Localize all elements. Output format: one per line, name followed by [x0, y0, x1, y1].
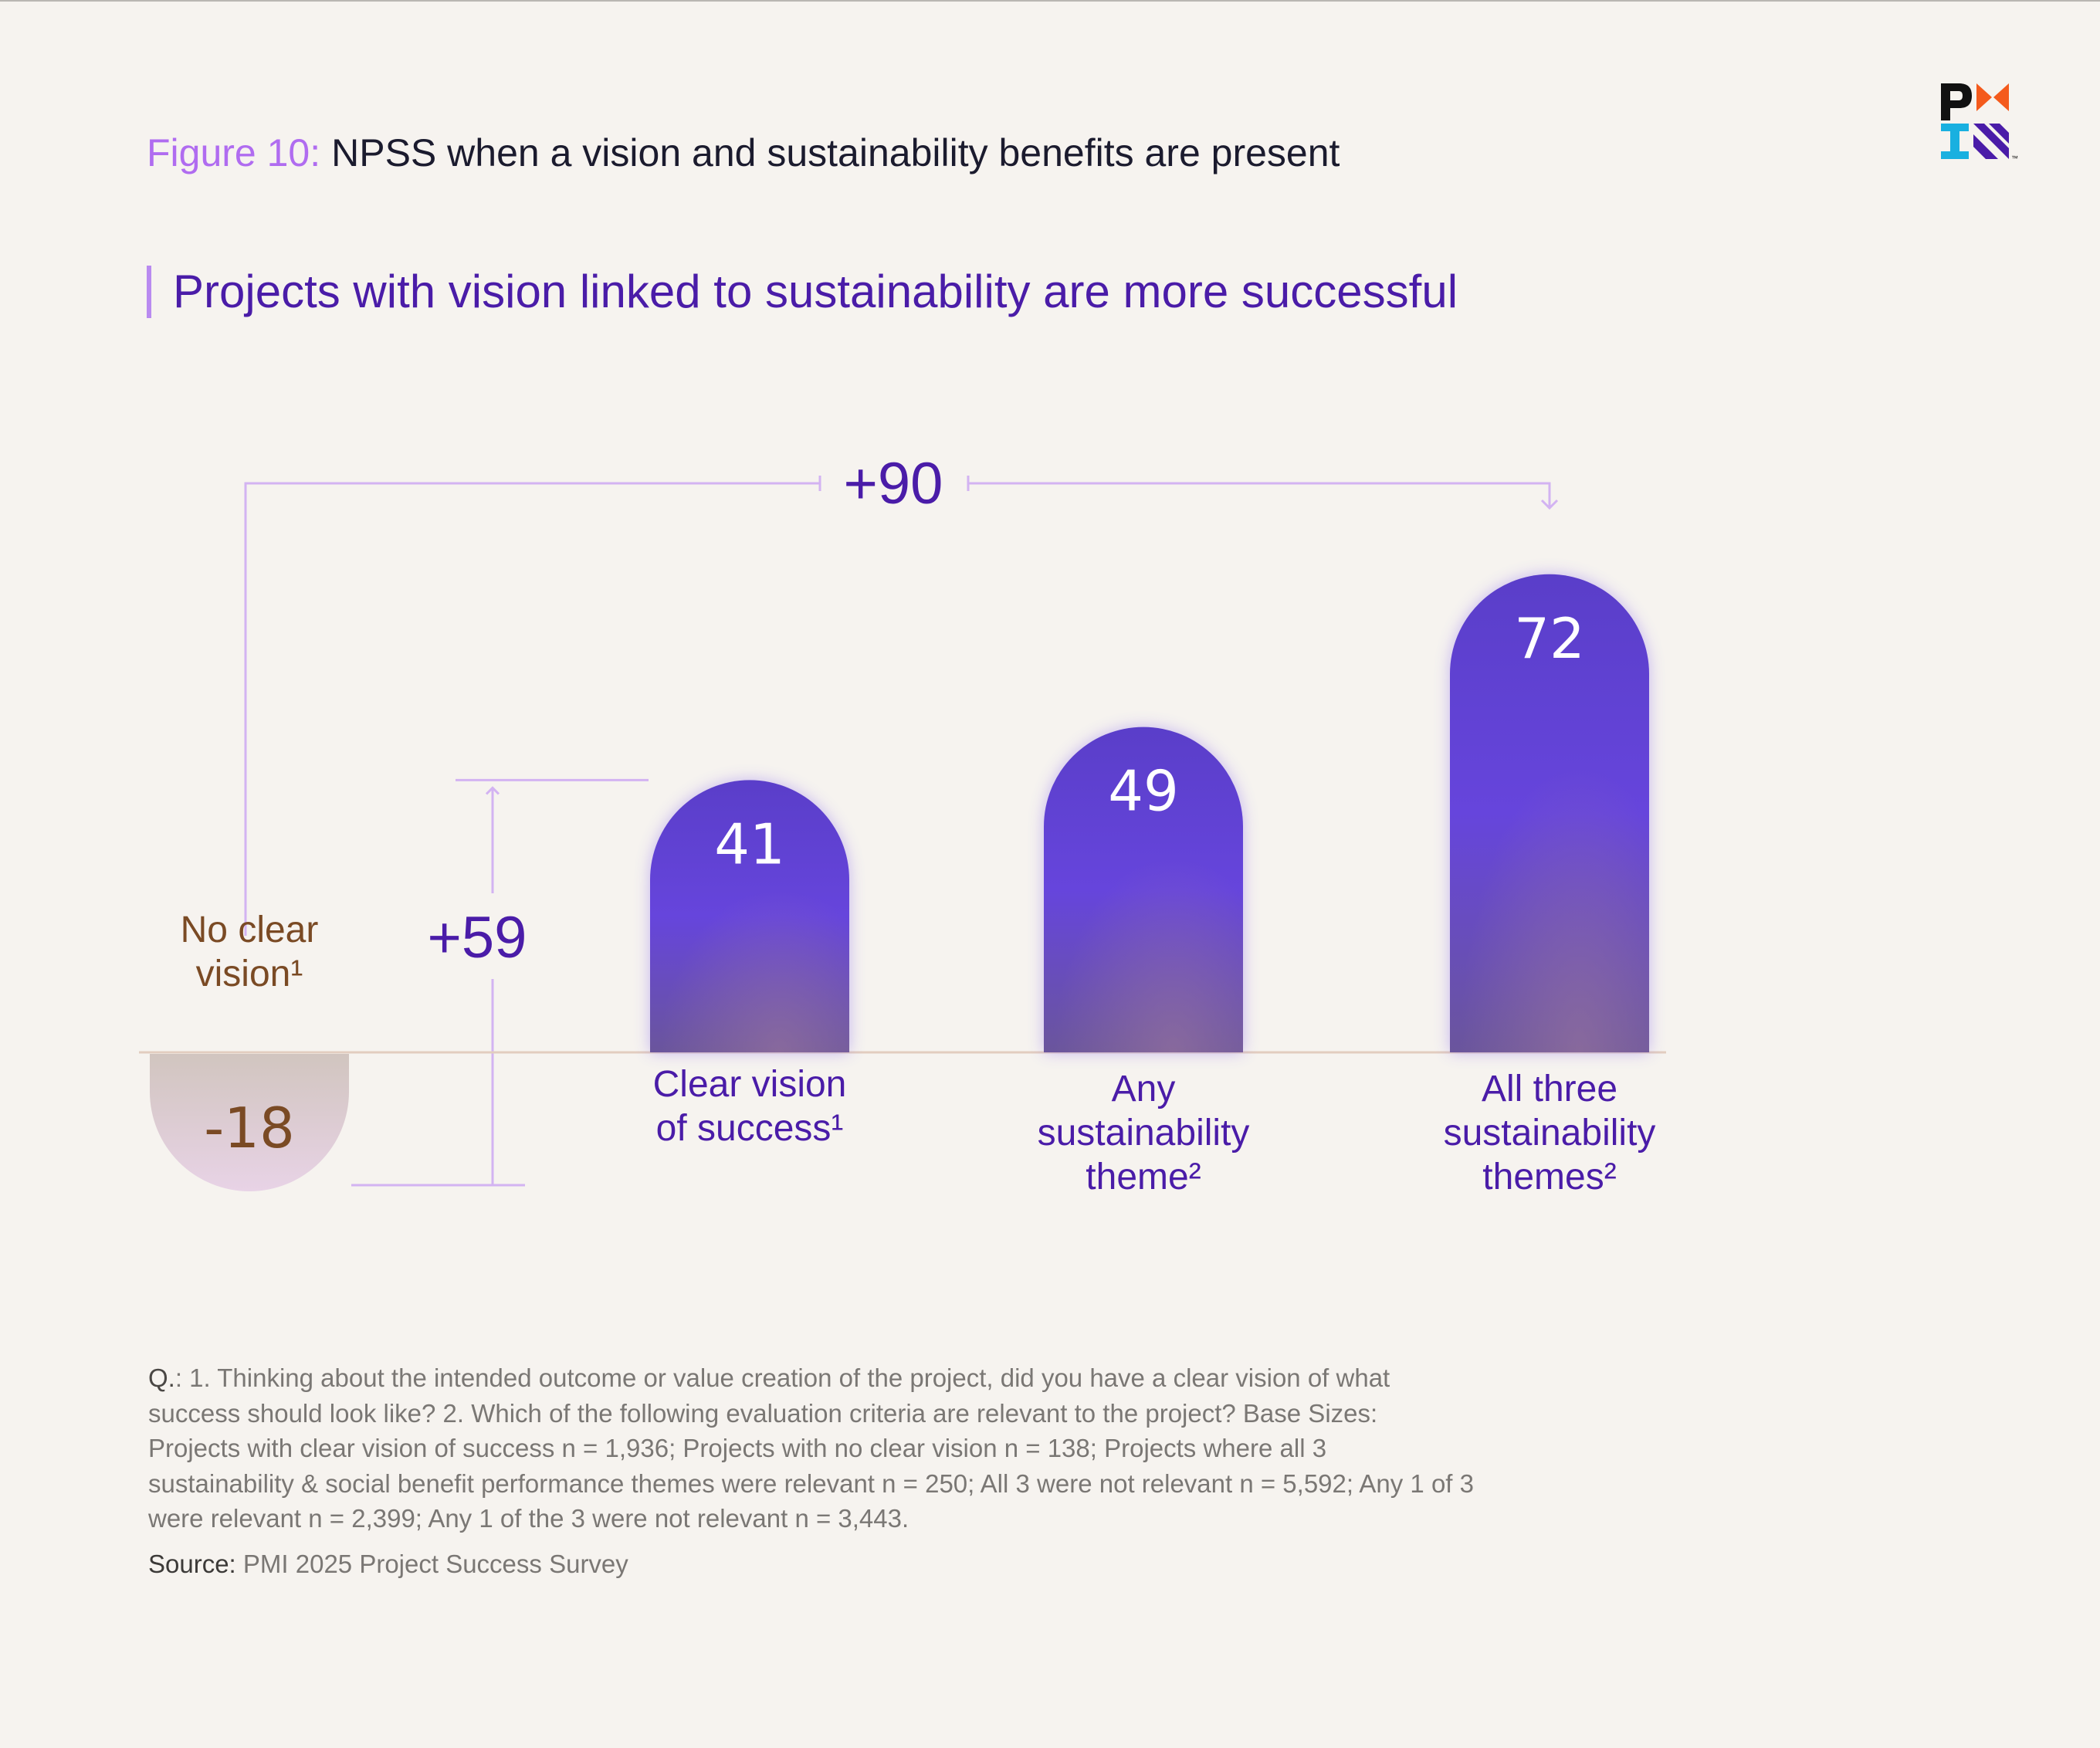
bracket-90-right: [968, 482, 1551, 506]
top-border: [0, 0, 2100, 2]
chart-subtitle: Projects with vision linked to sustainab…: [173, 266, 1458, 317]
chart-bars: [139, 574, 1666, 1191]
bar-0: [150, 1054, 349, 1191]
pmi-logo-icon: ™: [1941, 83, 2018, 161]
notes-q-label: Q.: [148, 1364, 175, 1392]
chart-brackets: [244, 476, 1559, 1187]
figure-header: Figure 10: NPSS when a vision and sustain…: [147, 130, 1340, 176]
question-notes: Q.: 1. Thinking about the intended outco…: [148, 1360, 1476, 1536]
bar-value-label-3: 72: [1514, 606, 1585, 671]
source-label: Source:: [148, 1550, 236, 1578]
bar-value-label-1: 41: [714, 811, 785, 876]
category-label-3: All three sustainability themes²: [1444, 1069, 1656, 1198]
source-line: Source: PMI 2025 Project Success Survey: [148, 1547, 628, 1581]
logo-tm: ™: [2011, 154, 2018, 161]
figure-title: NPSS when a vision and sustainability be…: [331, 131, 1340, 174]
source-text: PMI 2025 Project Success Survey: [235, 1550, 628, 1578]
bar-shade-1: [650, 780, 849, 1052]
notes-q-text: : 1. Thinking about the intended outcome…: [148, 1364, 1474, 1533]
bar-value-label-0: -18: [204, 1096, 295, 1160]
bracket-90-left: [244, 482, 820, 936]
figure-label: Figure 10:: [147, 131, 321, 174]
bar-shade-3: [1450, 574, 1649, 1052]
bar-shade-2: [1044, 727, 1243, 1052]
category-label-1: Clear vision of success¹: [653, 1064, 847, 1149]
chart-labels: -18 41 49 72 No clear vision¹ Clear vision of s…: [181, 451, 1656, 1198]
category-label-2: Any sustainability theme²: [1038, 1069, 1250, 1198]
subtitle-accent-bar: [147, 266, 151, 318]
annotation-59: +59: [428, 905, 527, 971]
bar-value-label-2: 49: [1108, 759, 1179, 824]
bracket-90-arrowhead: [1540, 499, 1559, 510]
category-label-0: No clear vision¹: [181, 910, 319, 994]
annotation-90: +90: [844, 451, 943, 517]
